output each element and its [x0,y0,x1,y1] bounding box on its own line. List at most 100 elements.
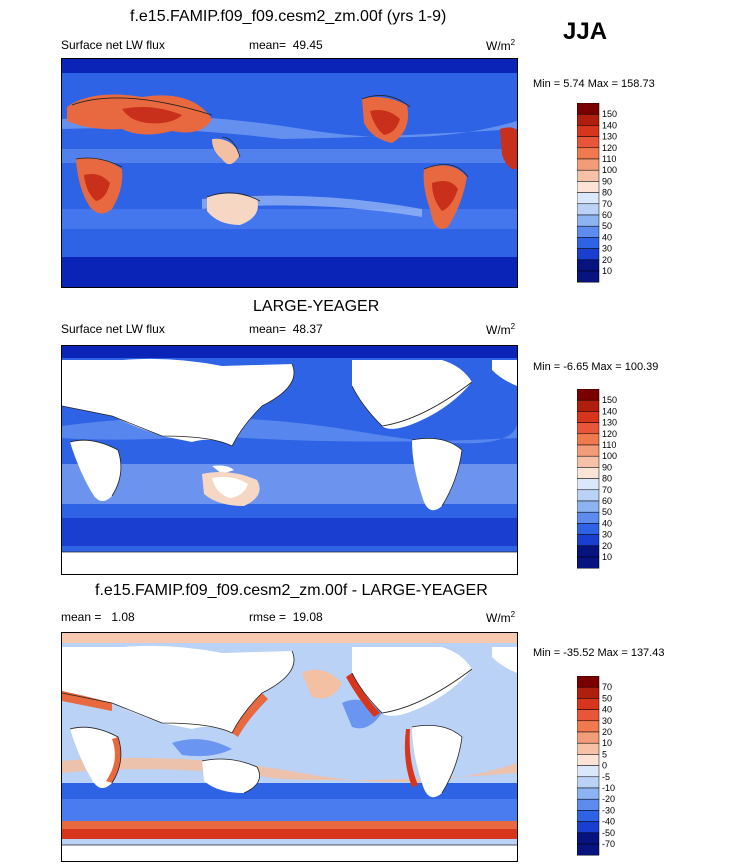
colorbar-box [576,686,600,699]
colorbar-box [576,675,600,688]
colorbar-tick-label: -70 [602,839,615,849]
colorbar-tick-label: 40 [602,232,612,242]
colorbar-tick-label: 30 [602,530,612,540]
colorbar-tick-label: -5 [602,772,610,782]
colorbar-box [576,399,600,412]
colorbar-box [576,192,600,205]
colorbar-tick-label: -50 [602,828,615,838]
colorbar-tick-label: 140 [602,120,617,130]
colorbar-box [576,776,600,789]
colorbar-box [576,467,600,479]
colorbar-box [576,832,600,845]
panel2-map [61,345,518,575]
panel3-rmse: rmse = 19.08 [249,610,323,624]
colorbar-box [576,720,600,733]
colorbar-box [576,237,600,249]
colorbar-tick-label: 130 [602,132,617,142]
colorbar-tick-label: 10 [602,266,612,276]
colorbar-tick-label: 50 [602,693,612,703]
panel3-map [61,632,518,862]
panel1-mean: mean= 49.45 [249,38,323,52]
colorbar-tick-label: -10 [602,783,615,793]
colorbar-box [576,113,600,126]
colorbar-tick-label: 70 [602,682,612,692]
panel3-units-sup: 2 [510,610,516,619]
colorbar-tick-label: 20 [602,727,612,737]
colorbar-tick-label: -30 [602,805,615,815]
colorbar-tick-label: -20 [602,794,615,804]
colorbar-box [576,433,600,446]
colorbar-box [576,411,600,423]
panel1-title: f.e15.FAMIP.f09_f09.cesm2_zm.00f (yrs 1-… [130,8,447,25]
panel2-mean-value: 48.37 [292,322,323,336]
colorbar-box [576,203,600,216]
colorbar-tick-label: 5 [602,749,607,759]
colorbar-tick-label: 90 [602,176,612,186]
panel2-field [62,346,517,574]
colorbar-box [576,742,600,755]
colorbar-tick-label: 110 [602,440,616,450]
colorbar-box [576,489,600,502]
panel3-field [62,633,517,861]
colorbar-box [576,270,600,283]
panel1-units-text: W/m [486,39,511,53]
colorbar-box [576,169,600,182]
panel1-variable: Surface net LW flux [61,38,165,52]
colorbar-box [576,821,600,834]
colorbar-tick-label: 10 [602,738,612,748]
colorbar-box [576,698,600,710]
colorbar-tick-label: 120 [602,143,617,153]
colorbar-box [576,147,600,160]
colorbar-tick-label: 110 [602,154,616,164]
colorbar-tick-label: 100 [602,165,617,175]
panel3-minmax: Min = -35.52 Max = 137.43 [533,647,665,659]
panel1-mean-value: 49.45 [292,38,323,52]
colorbar-box [576,511,600,524]
panel1-mean-label: mean= [249,38,287,52]
colorbar-box [576,545,600,558]
panel3-title: f.e15.FAMIP.f09_f09.cesm2_zm.00f - LARGE… [95,582,488,599]
panel3-rmse-value: 19.08 [292,610,323,624]
colorbar-box [576,843,600,856]
colorbar-box [576,500,600,513]
colorbar-tick-label: 40 [602,705,612,715]
colorbar-tick-label: 30 [602,244,612,254]
panel1-colorbar: 150 140 130 120 110 100 90 80 70 60 50 40 30 20 10 [576,102,637,288]
colorbar-tick-label: 80 [602,474,612,484]
colorbar-box [576,225,600,238]
colorbar-box [576,798,600,811]
panel3-units-text: W/m [486,611,511,625]
colorbar-tick-label: 60 [602,210,612,220]
panel2-units-text: W/m [486,323,511,337]
colorbar-tick-label: 120 [602,429,617,439]
colorbar-box [576,136,600,149]
colorbar-box [576,478,600,491]
colorbar-tick-label: 80 [602,188,612,198]
colorbar-box [576,787,600,800]
colorbar-tick-label: 70 [602,199,612,209]
colorbar-box [576,214,600,227]
panel3-units: W/m2 [486,610,515,625]
colorbar-tick-label: 30 [602,716,612,726]
panel3-mean-label: mean = [61,610,102,624]
colorbar-box [576,709,600,722]
colorbar-box [576,248,600,261]
panel3-colorbar: 70 50 40 30 20 10 5 0 -5 -10 -20 -30 -40 -50 -70 [576,675,637,861]
panel2-variable: Surface net LW flux [61,322,165,336]
colorbar-box [576,455,600,468]
panel1-units: W/m2 [486,38,515,53]
panel1-map [61,58,518,288]
panel2-units-sup: 2 [510,322,516,331]
panel2-title: LARGE-YEAGER [253,298,380,315]
colorbar-tick-label: 150 [602,109,617,119]
colorbar-tick-label: 60 [602,496,612,506]
colorbar-box [576,556,600,569]
colorbar-box [576,810,600,822]
colorbar-box [576,765,600,778]
colorbar-tick-label: 70 [602,485,612,495]
colorbar-box [576,259,600,272]
panel2-units: W/m2 [486,322,515,337]
colorbar-tick-label: 50 [602,221,612,231]
panel3-mean: mean = 1.08 [61,610,135,624]
